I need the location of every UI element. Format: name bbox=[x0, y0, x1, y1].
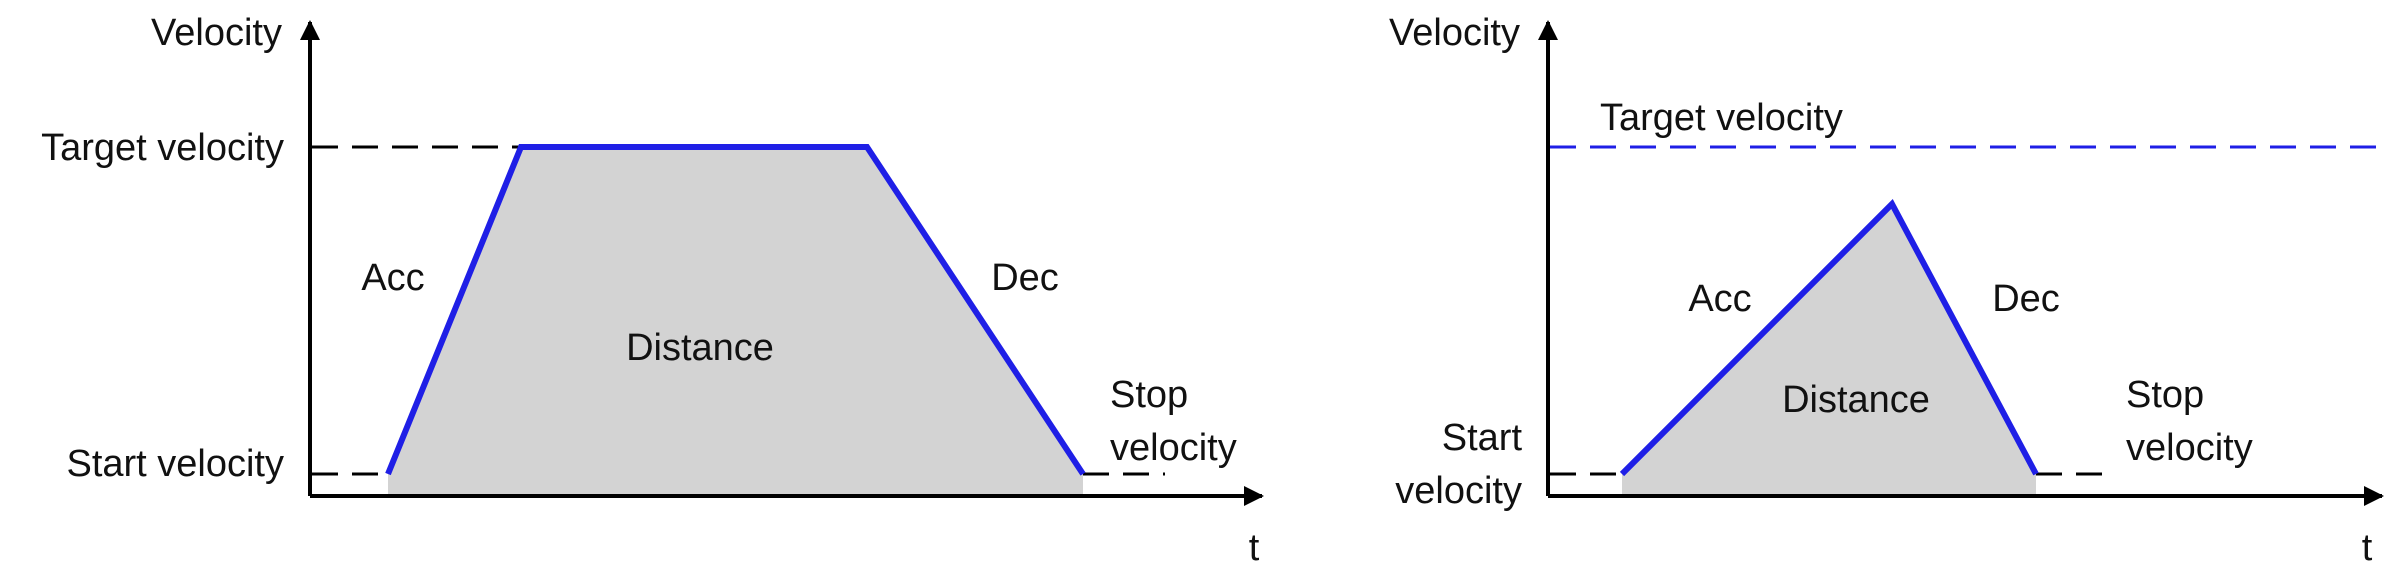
acc-label: Acc bbox=[361, 257, 424, 299]
start-velocity-label-line1: Start bbox=[1442, 417, 1523, 459]
distance-label: Distance bbox=[626, 327, 774, 369]
velocity-profile-line bbox=[385, 144, 1086, 476]
dec-label: Dec bbox=[991, 257, 1059, 299]
trapezoidal-profile-diagram: Velocity t Target velocity Start velocit… bbox=[41, 12, 1264, 569]
x-axis-label: t bbox=[2362, 527, 2373, 569]
distance-area bbox=[1622, 204, 2036, 496]
stop-velocity-label-line2: velocity bbox=[2126, 427, 2253, 469]
y-axis-label: Velocity bbox=[1389, 12, 1520, 54]
y-axis-label: Velocity bbox=[151, 12, 282, 54]
start-velocity-label-line2: velocity bbox=[1395, 470, 1522, 512]
distance-label: Distance bbox=[1782, 379, 1930, 421]
target-velocity-label: Target velocity bbox=[1600, 97, 1843, 139]
acc-label: Acc bbox=[1688, 278, 1751, 320]
stop-velocity-label-line1: Stop bbox=[2126, 374, 2204, 416]
triangular-profile-diagram: Velocity t Target velocity Start velocit… bbox=[1389, 12, 2384, 569]
distance-area bbox=[388, 147, 1083, 496]
x-axis-label: t bbox=[1249, 527, 1260, 569]
dec-label: Dec bbox=[1992, 278, 2060, 320]
start-velocity-label: Start velocity bbox=[66, 443, 284, 485]
stop-velocity-label-line2: velocity bbox=[1110, 427, 1237, 469]
stop-velocity-label-line1: Stop bbox=[1110, 374, 1188, 416]
velocity-profile-line bbox=[1619, 199, 2039, 477]
target-velocity-label: Target velocity bbox=[41, 127, 284, 169]
